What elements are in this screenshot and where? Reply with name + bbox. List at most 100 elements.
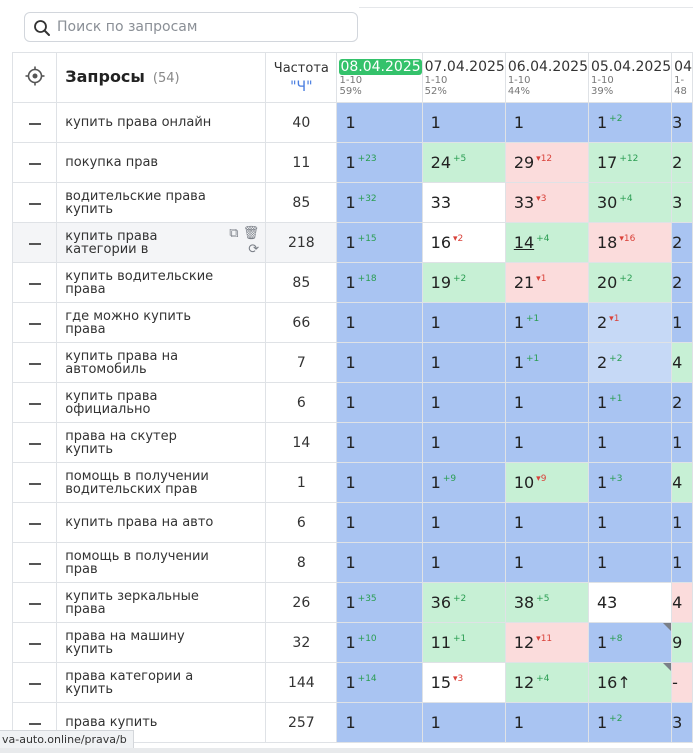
query-cell[interactable]: права на скутер купить xyxy=(56,422,267,463)
query-cell[interactable]: купить права категории в ⧉ 🗑 ⟳ xyxy=(56,222,267,263)
position-cell[interactable]: 16 ▾2 xyxy=(421,222,506,263)
position-cell[interactable]: 1 xyxy=(421,342,506,383)
position-cell[interactable]: 1 +1 xyxy=(587,382,673,423)
position-cell[interactable]: 29 ▾12 xyxy=(504,142,589,183)
row-remove-button[interactable] xyxy=(11,382,58,423)
table-row[interactable]: водительские права купить 85 1 +32 33 33 ▾3 30 +… xyxy=(11,182,693,223)
date-header-2[interactable]: 06.04.2025 1-10 44% xyxy=(504,52,589,103)
position-cell[interactable]: 19 +2 xyxy=(421,262,506,303)
target-icon[interactable] xyxy=(11,52,58,103)
query-cell[interactable]: купить водительские права xyxy=(56,262,267,303)
position-cell[interactable]: 1 xyxy=(504,502,589,543)
position-cell[interactable]: 4 xyxy=(671,342,693,383)
position-cell[interactable]: 1 xyxy=(336,302,423,343)
position-cell[interactable]: 1 +32 xyxy=(336,182,423,223)
position-cell[interactable]: 1 xyxy=(504,542,589,583)
position-cell[interactable]: 1 +18 xyxy=(336,262,423,303)
position-cell[interactable]: 1 xyxy=(336,102,423,143)
position-cell[interactable]: 1 xyxy=(504,102,589,143)
row-remove-button[interactable] xyxy=(11,102,58,143)
position-cell[interactable]: 1 +2 xyxy=(587,102,673,143)
position-cell[interactable]: 1 xyxy=(504,422,589,463)
row-remove-button[interactable] xyxy=(11,422,58,463)
position-cell[interactable]: 30 +4 xyxy=(587,182,673,223)
position-cell[interactable]: 1 xyxy=(671,422,693,463)
table-row[interactable]: помощь в получении прав 8 1 1 1 1 1 xyxy=(11,542,693,583)
position-cell[interactable]: 1 xyxy=(421,502,506,543)
row-remove-button[interactable] xyxy=(11,622,58,663)
row-remove-button[interactable] xyxy=(11,182,58,223)
query-cell[interactable]: права категории а купить xyxy=(56,662,267,703)
query-cell[interactable]: покупка прав xyxy=(56,142,267,183)
position-cell[interactable]: 33 ▾3 xyxy=(504,182,589,223)
row-remove-button[interactable] xyxy=(11,662,58,703)
table-row[interactable]: купить права категории в ⧉ 🗑 ⟳ 218 1 +15 16 ▾2 1… xyxy=(11,222,693,263)
position-cell[interactable]: 17 +12 xyxy=(587,142,673,183)
position-cell[interactable]: 11 +1 xyxy=(421,622,506,663)
position-cell[interactable]: 1 +9 xyxy=(421,462,506,503)
table-row[interactable]: права на скутер купить 14 1 1 1 1 1 xyxy=(11,422,693,463)
position-cell[interactable]: 1 xyxy=(504,702,589,743)
position-cell[interactable]: 16↑ xyxy=(587,662,673,703)
position-cell[interactable]: 1 xyxy=(421,302,506,343)
position-cell[interactable]: 1 +1 xyxy=(504,302,589,343)
search-input[interactable] xyxy=(57,16,347,38)
table-row[interactable]: купить права онлайн 40 1 1 1 1 +2 3 xyxy=(11,102,693,143)
trash-icon[interactable]: 🗑 xyxy=(242,226,260,241)
position-cell[interactable]: 1 xyxy=(336,342,423,383)
position-cell[interactable]: 3 xyxy=(671,102,693,143)
refresh-icon[interactable]: ⟳ xyxy=(248,242,260,257)
position-cell[interactable]: 4 xyxy=(671,462,693,503)
row-remove-button[interactable] xyxy=(11,462,58,503)
position-cell[interactable]: 1 +23 xyxy=(336,142,423,183)
queries-header[interactable]: Запросы (54) xyxy=(56,52,267,103)
position-cell[interactable]: 1 +10 xyxy=(336,622,423,663)
query-cell[interactable]: купить права официально xyxy=(56,382,267,423)
position-cell[interactable]: 10 ▾9 xyxy=(504,462,589,503)
row-remove-button[interactable] xyxy=(11,222,58,263)
row-remove-button[interactable] xyxy=(11,142,58,183)
row-remove-button[interactable] xyxy=(11,582,58,623)
table-row[interactable]: купить права на автомобиль 7 1 1 1 +1 2 +2 4 xyxy=(11,342,693,383)
position-cell[interactable]: 1 +35 xyxy=(336,582,423,623)
row-remove-button[interactable] xyxy=(11,502,58,543)
row-remove-button[interactable] xyxy=(11,262,58,303)
position-cell[interactable]: 4 xyxy=(671,582,693,623)
table-row[interactable]: права на машину купить 32 1 +10 11 +1 12 ▾11 1 +8… xyxy=(11,622,693,663)
position-cell[interactable]: 1 xyxy=(421,702,506,743)
query-cell[interactable]: права на машину купить xyxy=(56,622,267,663)
row-remove-button[interactable] xyxy=(11,542,58,583)
position-cell[interactable]: 1 +1 xyxy=(504,342,589,383)
search-box[interactable] xyxy=(24,12,358,42)
position-cell[interactable]: 1 xyxy=(336,462,423,503)
query-cell[interactable]: купить права на автомобиль xyxy=(56,342,267,383)
position-cell[interactable]: 36 +2 xyxy=(421,582,506,623)
date-header-1[interactable]: 07.04.2025 1-10 52% xyxy=(421,52,506,103)
position-cell[interactable]: 1 +8 xyxy=(587,622,673,663)
query-cell[interactable]: помощь в получении водительских прав xyxy=(56,462,267,503)
position-cell[interactable]: 1 xyxy=(336,702,423,743)
position-cell[interactable]: 1 xyxy=(336,422,423,463)
position-cell[interactable]: 1 +2 xyxy=(587,702,673,743)
position-cell[interactable]: 1 xyxy=(421,382,506,423)
table-row[interactable]: права категории а купить 144 1 +14 15 ▾3 12 +4 1… xyxy=(11,662,693,703)
query-cell[interactable]: купить зеркальные права xyxy=(56,582,267,623)
table-row[interactable]: купить права официально 6 1 1 1 1 +1 2 xyxy=(11,382,693,423)
position-cell[interactable]: 1 xyxy=(671,502,693,543)
position-cell[interactable]: 2 xyxy=(671,262,693,303)
date-header-3[interactable]: 05.04.2025 1-10 39% xyxy=(587,52,673,103)
position-cell[interactable]: 1 xyxy=(421,542,506,583)
query-cell[interactable]: водительские права купить xyxy=(56,182,267,223)
position-cell[interactable]: 3 xyxy=(671,182,693,223)
position-cell[interactable]: - xyxy=(671,662,693,703)
position-cell[interactable]: 21 ▾1 xyxy=(504,262,589,303)
position-cell[interactable]: 1 xyxy=(421,422,506,463)
position-cell[interactable]: 2 ▾1 xyxy=(587,302,673,343)
query-cell[interactable]: где можно купить права xyxy=(56,302,267,343)
table-row[interactable]: купить водительские права 85 1 +18 19 +2 21 ▾1 2… xyxy=(11,262,693,303)
position-cell[interactable]: 2 xyxy=(671,222,693,263)
date-header-4[interactable]: 04 1- 48 xyxy=(671,52,693,103)
position-cell[interactable]: 2 +2 xyxy=(587,342,673,383)
position-cell[interactable]: 14 +4 xyxy=(504,222,589,263)
position-cell[interactable]: 1 xyxy=(671,542,693,583)
